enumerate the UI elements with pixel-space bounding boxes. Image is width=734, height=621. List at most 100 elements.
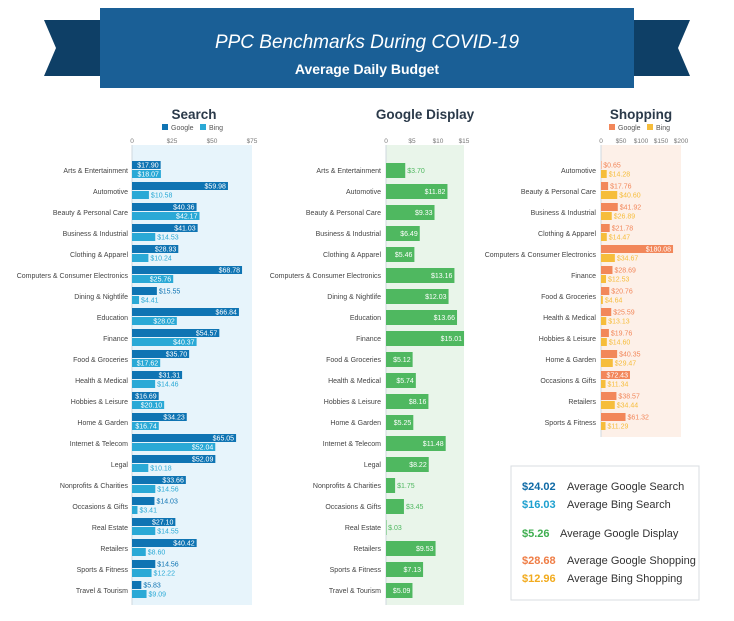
legend-label-google: Google [618, 125, 641, 132]
display-bar-google-display [386, 520, 387, 535]
category-label-occasions-and-gifts: Occasions & Gifts [540, 378, 596, 385]
search-value-label: $14.03 [156, 499, 178, 506]
category-label-retailers: Retailers [568, 399, 596, 406]
shopping-value-label: $180.08 [646, 247, 671, 254]
shopping-bar-bing [601, 191, 618, 199]
category-label-business-and-industrial: Business & Industrial [316, 231, 382, 238]
shopping-bar-google [601, 392, 617, 400]
search-value-label: $5.83 [143, 583, 161, 590]
shopping-chart: Shopping Google Bing 0 $50 $100 $150 $200 Automo… [485, 107, 689, 437]
display-value-label: $6.49 [400, 231, 418, 238]
display-bar-google-display [386, 499, 404, 514]
category-label-sports-and-fitness: Sports & Fitness [545, 420, 597, 427]
category-label-dining-and-nightlife: Dining & Nightlife [74, 294, 128, 301]
search-bar-google [132, 497, 155, 505]
category-label-computers-and-consumer-electronics: Computers & Consumer Electronics [485, 252, 597, 259]
category-label-hobbies-and-leisure: Hobbies & Leisure [324, 399, 381, 406]
category-label-nonprofits-and-charities: Nonprofits & Charities [60, 483, 129, 490]
search-value-label: $8.60 [148, 550, 166, 557]
search-bar-bing [132, 359, 161, 367]
display-bar-google-display [386, 289, 449, 304]
display-bar-google-display [386, 226, 420, 241]
shopping-value-label: $13.13 [608, 319, 630, 326]
shopping-value-label: $41.92 [620, 205, 642, 212]
search-value-label: $52.04 [192, 445, 214, 452]
shopping-bar-google [601, 350, 618, 358]
shopping-bar-bing [601, 296, 603, 304]
search-bar-bing [132, 380, 156, 388]
display-value-label: $7.13 [404, 567, 422, 574]
search-bar-bing [132, 506, 138, 514]
category-label-automotive: Automotive [561, 168, 596, 175]
display-value-label: $1.75 [397, 483, 415, 490]
shopping-value-label: $40.35 [619, 352, 641, 359]
search-bar-bing [132, 233, 156, 241]
search-value-label: $14.46 [157, 382, 179, 389]
shopping-value-label: $34.67 [617, 256, 639, 263]
search-value-label: $40.36 [173, 205, 195, 212]
search-value-label: $4.41 [141, 298, 159, 305]
shopping-bar-bing [601, 401, 615, 409]
search-value-label: $14.56 [157, 487, 179, 494]
display-bar-google-display [386, 184, 448, 199]
shopping-value-label: $29.47 [615, 361, 637, 368]
category-label-education: Education [350, 315, 381, 322]
search-value-label: $66.84 [216, 310, 238, 317]
category-label-sports-and-fitness: Sports & Fitness [330, 567, 382, 574]
shopping-value-label: $11.29 [608, 424, 629, 431]
display-value-label: $8.22 [409, 462, 427, 469]
shopping-bar-bing [601, 422, 606, 430]
search-bar-google [132, 203, 197, 211]
category-label-automotive: Automotive [346, 189, 381, 196]
display-bar-google-display [386, 457, 429, 472]
legend-swatch-google [162, 124, 168, 130]
title-banner: PPC Benchmarks During COVID-19 Average D… [44, 8, 690, 88]
shopping-bar-bing [601, 275, 607, 283]
legend-label-bing: Bing [209, 125, 223, 132]
shopping-value-label: $26.89 [614, 214, 636, 221]
shopping-bar-google [601, 203, 618, 211]
search-bar-google [132, 539, 197, 547]
shopping-value-label: $21.78 [612, 226, 634, 233]
search-bar-google [132, 329, 220, 337]
display-value-label: $5.74 [396, 378, 414, 385]
search-bar-bing [132, 548, 146, 556]
summary-box: $24.02 Average Google Search $16.03 Average… [510, 465, 700, 601]
category-label-retailers: Retailers [353, 546, 381, 553]
shopping-value-label: $61.32 [628, 415, 650, 422]
search-value-label: $54.57 [196, 331, 218, 338]
shopping-bar-bing [601, 359, 613, 367]
display-bar-google-display [386, 415, 414, 430]
shopping-bar-bing [601, 317, 607, 325]
legend-label-bing: Bing [656, 125, 670, 132]
shopping-bar-bing [601, 338, 607, 346]
search-tick-label: $50 [207, 138, 218, 145]
category-label-education: Education [97, 315, 128, 322]
display-bar-google-display [386, 562, 424, 577]
summary-value: $12.96 [522, 573, 556, 585]
shopping-bar-google [601, 413, 626, 421]
shopping-value-label: $28.69 [614, 268, 636, 275]
search-bar-bing [132, 443, 216, 451]
search-tick-label: 0 [130, 138, 134, 145]
search-bar-bing [132, 401, 165, 409]
category-label-food-and-groceries: Food & Groceries [541, 294, 596, 301]
category-label-food-and-groceries: Food & Groceries [73, 357, 128, 364]
search-bar-google [132, 581, 142, 589]
search-bar-google [132, 560, 156, 568]
shopping-value-label: $72.43 [607, 373, 629, 380]
display-bar-google-display [386, 268, 455, 283]
category-label-arts-and-entertainment: Arts & Entertainment [63, 168, 128, 175]
shopping-tick-label: $100 [634, 138, 649, 145]
summary-label: Average Bing Shopping [567, 573, 682, 585]
search-bar-google [132, 350, 190, 358]
search-value-label: $14.56 [157, 562, 179, 569]
category-label-real-estate: Real Estate [345, 525, 381, 532]
category-label-legal: Legal [364, 462, 382, 469]
display-value-label: $5.25 [394, 420, 412, 427]
search-value-label: $28.93 [155, 247, 177, 254]
category-label-beauty-and-personal-care: Beauty & Personal Care [53, 210, 128, 217]
summary-value: $5.26 [522, 528, 550, 540]
search-value-label: $59.98 [205, 184, 227, 191]
search-bar-google [132, 413, 187, 421]
